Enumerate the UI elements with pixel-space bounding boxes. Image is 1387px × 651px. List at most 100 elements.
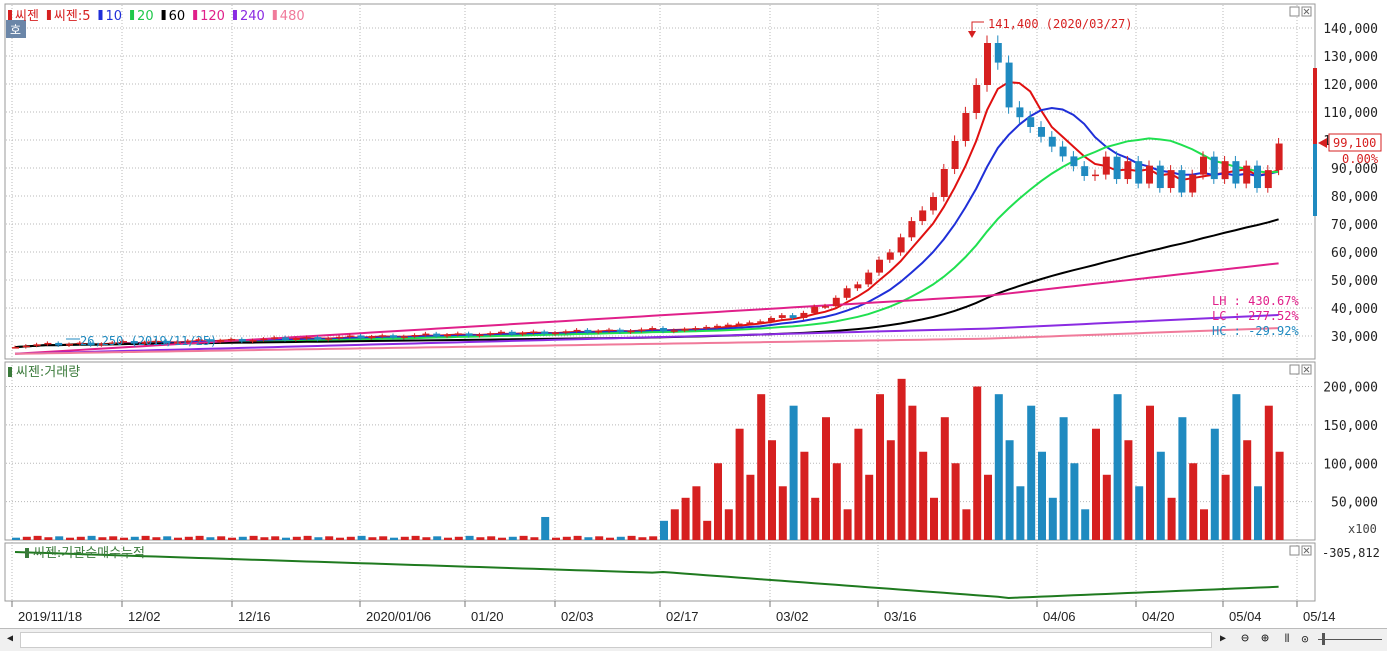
- price-tick-label: 140,000: [1323, 22, 1378, 37]
- volume-bar: [1113, 394, 1122, 540]
- volume-panel-controls[interactable]: [1289, 364, 1312, 375]
- volume-bar: [692, 486, 701, 540]
- candle: [1092, 174, 1099, 177]
- zoom-slider-thumb[interactable]: [1322, 633, 1325, 645]
- foreign-panel-controls[interactable]: [1289, 545, 1312, 556]
- candle: [724, 324, 732, 327]
- volume-bar: [55, 536, 64, 540]
- volume-bar: [238, 536, 247, 540]
- volume-bar: [930, 497, 938, 540]
- candle: [1135, 161, 1143, 184]
- ma-120-line: [14, 262, 1279, 355]
- volume-bar: [1189, 463, 1198, 540]
- volume-bar: [994, 394, 1003, 540]
- candle: [195, 339, 203, 341]
- volume-bar: [325, 536, 334, 540]
- candle: [12, 347, 19, 349]
- price-panel-controls[interactable]: [1289, 6, 1312, 17]
- candle: [346, 335, 354, 337]
- candle: [1232, 161, 1240, 184]
- zoom-fit-icon[interactable]: ⊙: [1301, 632, 1309, 646]
- volume-bar: [44, 537, 53, 540]
- volume-bar: [174, 537, 182, 540]
- candle: [984, 43, 991, 85]
- volume-bar: [789, 405, 798, 540]
- candle: [368, 336, 376, 339]
- bar-count-icon[interactable]: ⦀: [1284, 632, 1290, 645]
- candle: [1081, 166, 1089, 176]
- candle: [217, 340, 225, 342]
- volume-bar: [217, 536, 226, 540]
- candle: [638, 329, 646, 331]
- candle: [789, 315, 797, 318]
- legend-swatch: [232, 10, 237, 20]
- institution-flow-line: [14, 551, 1279, 600]
- candle: [1254, 165, 1261, 189]
- volume-bar: [1005, 440, 1014, 540]
- candle: [98, 343, 106, 346]
- horizontal-scrollbar[interactable]: ◀ ▶ ⊖ ⊕ ⦀ ⊙: [0, 628, 1387, 651]
- high-label: 141,400 (2020/03/27): [988, 17, 1133, 31]
- volume-bar: [141, 535, 150, 540]
- candle: [411, 334, 419, 337]
- range-bar-up: [1313, 68, 1317, 144]
- candle: [897, 237, 905, 253]
- volume-bar: [98, 537, 107, 540]
- legend-label: 240: [240, 9, 265, 24]
- volume-bar: [541, 516, 550, 540]
- chart-badge[interactable]: [6, 20, 26, 38]
- candle: [476, 334, 484, 337]
- volume-bar: [152, 537, 161, 540]
- low-label: 26,250 (2019/11/25): [80, 334, 217, 348]
- candle: [22, 345, 30, 348]
- candle: [1210, 156, 1218, 180]
- candle: [940, 169, 948, 197]
- scroll-track[interactable]: [20, 632, 1212, 648]
- date-tick-label: 02/03: [561, 609, 594, 624]
- zoom-out-icon[interactable]: ⊖: [1241, 631, 1249, 646]
- candle: [919, 210, 927, 222]
- candle: [681, 329, 689, 331]
- candle: [660, 328, 667, 332]
- date-tick-label: 04/06: [1043, 609, 1076, 624]
- chart-legend: 씨젠 씨젠:5 10 20 60 120 240 480: [8, 9, 305, 24]
- candle: [433, 333, 441, 337]
- volume-bar: [822, 417, 830, 540]
- volume-bar: [303, 535, 312, 540]
- volume-bar: [1059, 417, 1068, 540]
- volume-bar: [1200, 509, 1208, 540]
- volume-bar: [1275, 451, 1284, 540]
- legend-swatch: [46, 10, 51, 20]
- date-tick-label: 04/20: [1142, 609, 1175, 624]
- volume-bar: [897, 378, 906, 540]
- volume-bar: [260, 537, 269, 540]
- candle: [141, 342, 149, 344]
- volume-bar: [465, 535, 474, 540]
- volume-bar: [778, 486, 787, 540]
- legend-swatch: [161, 10, 166, 20]
- candle: [994, 43, 1002, 63]
- zoom-in-icon[interactable]: ⊕: [1261, 631, 1269, 646]
- candle: [584, 329, 592, 333]
- foreign-value: -305,812: [1322, 546, 1380, 560]
- volume-bar: [422, 537, 431, 540]
- volume-bar: [379, 536, 388, 540]
- volume-bar: [1135, 486, 1144, 540]
- volume-bar: [1243, 440, 1252, 540]
- candle: [66, 344, 73, 346]
- date-tick-label: 2019/11/18: [18, 609, 82, 624]
- scroll-left-icon[interactable]: ◀: [6, 633, 14, 644]
- candle: [184, 340, 192, 343]
- candle: [444, 334, 451, 337]
- candle: [238, 338, 246, 342]
- candle: [530, 331, 538, 334]
- candle: [746, 322, 754, 324]
- volume-bar: [368, 537, 377, 540]
- volume-bar: [228, 537, 236, 540]
- candle: [627, 330, 635, 333]
- volume-bar: [1254, 486, 1262, 540]
- volume-bar: [649, 536, 658, 540]
- scroll-right-icon[interactable]: ▶: [1219, 633, 1227, 644]
- zoom-slider[interactable]: [1318, 639, 1382, 640]
